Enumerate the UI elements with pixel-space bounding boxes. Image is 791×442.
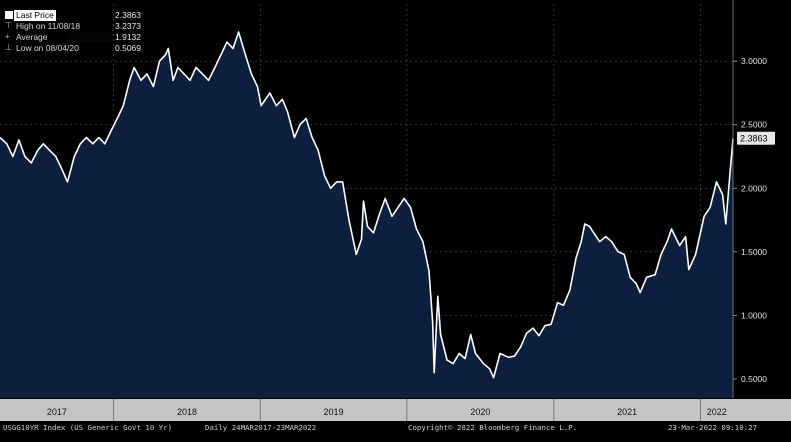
last-value-tag-box (737, 131, 775, 145)
legend-row-average: + Average 1.9132 (3, 32, 141, 43)
footer: USGG10YR Index (US Generic Govt 10 Yr) D… (0, 421, 791, 434)
y-tick-label: 1.0000 (741, 310, 767, 320)
last-price-marker-icon (5, 11, 13, 19)
footer-copyright: Copyright© 2022 Bloomberg Finance L.P. (408, 423, 578, 432)
footer-security: USGG10YR Index (US Generic Govt 10 Yr) (3, 423, 173, 432)
legend-value: 0.5069 (115, 43, 141, 53)
legend-label: Average (16, 32, 48, 42)
x-tick-label: 2022 (707, 407, 727, 417)
legend-label: Last Price (14, 10, 56, 21)
y-tick-label: 2.5000 (741, 120, 767, 130)
x-tick-label: 2018 (177, 407, 197, 417)
legend-row-high: ⊤ High on 11/08/18 3.2373 (3, 21, 141, 32)
legend-value: 1.9132 (115, 32, 141, 42)
y-tick-label: 3.0000 (741, 56, 767, 66)
x-tick-label: 2020 (470, 407, 490, 417)
legend-label: Low on 08/04/20 (16, 43, 79, 53)
low-marker-icon: ⊥ (5, 43, 12, 52)
footer-range: Daily 24MAR2017-23MAR2022 (205, 423, 317, 432)
x-axis-strip (0, 399, 791, 421)
legend-row-low: ⊥ Low on 08/04/20 0.5069 (3, 43, 141, 54)
y-tick-label: 1.5000 (741, 247, 767, 257)
legend-row-last-price: Last Price 2.3863 (3, 10, 141, 21)
last-value-tag-text: 2.3863 (740, 134, 768, 144)
high-marker-icon: ⊤ (5, 21, 12, 30)
footer-timestamp: 23-Mar-2022 09:10:27 (668, 423, 757, 432)
x-tick-label: 2017 (47, 407, 67, 417)
last-value-tag: 2.3863 (737, 131, 775, 145)
y-axis: 0.5000 1.0000 1.5000 2.0000 2.5000 3.0000 (732, 0, 767, 398)
legend: Last Price 2.3863 ⊤ High on 11/08/18 3.2… (3, 10, 141, 54)
x-axis: 2017 2018 2019 2020 2021 2022 (0, 399, 791, 421)
series-area (0, 32, 733, 398)
y-tick-label: 0.5000 (741, 374, 767, 384)
legend-label: High on 11/08/18 (16, 21, 81, 31)
y-tick-label: 2.0000 (741, 183, 767, 193)
average-marker-icon: + (5, 32, 10, 41)
redaction-bar (69, 33, 113, 42)
legend-value: 3.2373 (115, 21, 141, 31)
series-line (0, 31, 734, 379)
legend-value: 2.3863 (115, 10, 141, 20)
x-tick-label: 2019 (324, 407, 344, 417)
x-tick-label: 2021 (617, 407, 637, 417)
